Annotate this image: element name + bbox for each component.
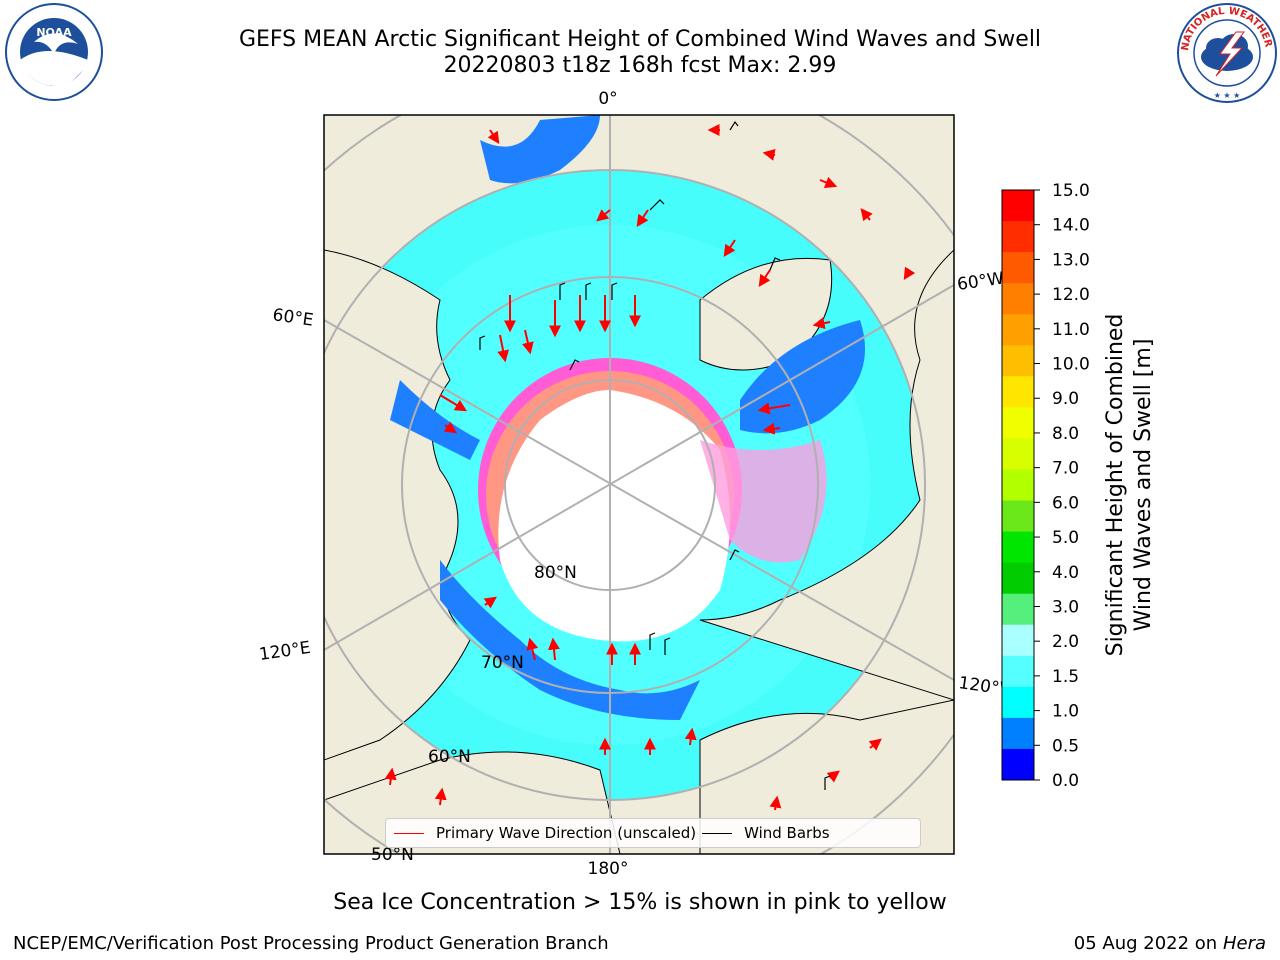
colorbar-bin bbox=[1002, 531, 1034, 564]
wave-direction-legend-line bbox=[394, 832, 424, 834]
colorbar-tick-label: 9.0 bbox=[1052, 389, 1079, 409]
sea-ice-note: Sea Ice Concentration > 15% is shown in … bbox=[333, 890, 947, 915]
colorbar-tick-label: 4.0 bbox=[1052, 563, 1079, 583]
map-frame bbox=[323, 114, 955, 855]
colorbar-tick-label: 11.0 bbox=[1052, 320, 1090, 340]
wind-barbs bbox=[479, 120, 831, 790]
colorbar-bin bbox=[1002, 562, 1034, 595]
credit-branch: NCEP/EMC/Verification Post Processing Pr… bbox=[13, 933, 609, 954]
colorbar-tick-label: 8.0 bbox=[1052, 424, 1079, 444]
colorbar-tick-label: 5.0 bbox=[1052, 528, 1079, 548]
map-subtitle: 20220803 t18z 168h fcst Max: 2.99 bbox=[443, 53, 837, 78]
colorbar-bin bbox=[1002, 500, 1034, 533]
colorbar-tick-label: 15.0 bbox=[1052, 181, 1090, 201]
colorbar-tick-label: 12.0 bbox=[1052, 285, 1090, 305]
colorbar-tick-label: 1.0 bbox=[1052, 702, 1079, 722]
map-legend: Primary Wave Direction (unscaled) Wind B… bbox=[385, 818, 921, 848]
colorbar-bin bbox=[1002, 376, 1034, 408]
colorbar-bin bbox=[1002, 686, 1034, 719]
colorbar-tick-label: 6.0 bbox=[1052, 493, 1079, 513]
graticule bbox=[324, 115, 954, 854]
colorbar-ticks: 15.0 14.0 13.0 12.0 11.0 10.0 9.0 8.0 7.0 6.0 5.0 4… bbox=[1034, 181, 1090, 790]
colorbar-tick-label: 14.0 bbox=[1052, 216, 1090, 236]
colorbar-bin bbox=[1002, 655, 1034, 688]
map-title: GEFS MEAN Arctic Significant Height of C… bbox=[238, 27, 1042, 52]
colorbar: 15.0 14.0 13.0 12.0 11.0 10.0 9.0 8.0 7.0 6.0 5.0 4… bbox=[1001, 181, 1156, 790]
lon-label-0: 0° bbox=[598, 89, 617, 109]
colorbar-bin bbox=[1002, 593, 1034, 626]
noaa-logo-icon: NOAA bbox=[5, 3, 103, 101]
colorbar-bins bbox=[1002, 190, 1034, 781]
colorbar-bin bbox=[1002, 624, 1034, 657]
land-greenland bbox=[699, 257, 833, 371]
colorbar-tick-label: 0.5 bbox=[1052, 736, 1079, 756]
lat-label-60: 60°N bbox=[428, 747, 471, 767]
land-north-america bbox=[699, 249, 954, 701]
colorbar-bin bbox=[1002, 283, 1034, 315]
colorbar-tick-label: 0.0 bbox=[1052, 771, 1079, 790]
wave-direction-legend-label: Primary Wave Direction (unscaled) bbox=[436, 824, 697, 842]
colorbar-frame bbox=[1001, 189, 1035, 781]
colorbar-tick-label: 7.0 bbox=[1052, 459, 1079, 479]
colorbar-bin bbox=[1002, 221, 1034, 253]
credit-host: Hera bbox=[1222, 933, 1266, 954]
wind-barb-legend-label: Wind Barbs bbox=[744, 824, 830, 842]
colorbar-tick-label: 1.5 bbox=[1052, 667, 1079, 687]
credit-date: 05 Aug 2022 on Hera bbox=[1074, 933, 1266, 954]
colorbar-bin bbox=[1002, 748, 1034, 781]
colorbar-bin bbox=[1002, 407, 1034, 439]
meridian-60 bbox=[324, 319, 954, 681]
colorbar-bin bbox=[1002, 345, 1034, 377]
lat-label-80: 80°N bbox=[534, 563, 577, 583]
svg-text:NOAA: NOAA bbox=[36, 26, 72, 39]
colorbar-bin bbox=[1002, 438, 1034, 470]
meridian-120 bbox=[324, 284, 954, 651]
colorbar-bin bbox=[1002, 469, 1034, 502]
nws-logo-icon: NATIONAL WEATHER SERVICE ★ ★ ★ bbox=[1176, 2, 1277, 103]
lon-label-180: 180° bbox=[588, 859, 629, 879]
colorbar-bin bbox=[1002, 252, 1034, 284]
colorbar-bin bbox=[1002, 190, 1034, 222]
colorbar-bin bbox=[1002, 314, 1034, 346]
wave-direction-arrows bbox=[384, 124, 916, 811]
colorbar-tick-label: 10.0 bbox=[1052, 355, 1090, 375]
colorbar-bin bbox=[1002, 717, 1034, 750]
lon-label-120e: 120°E bbox=[258, 638, 312, 665]
colorbar-tick-label: 13.0 bbox=[1052, 250, 1090, 270]
colorbar-label-line2: Wind Waves and Swell [m] bbox=[1131, 339, 1156, 632]
lon-label-60e: 60°E bbox=[271, 305, 314, 330]
lat-label-50: 50°N bbox=[371, 845, 414, 865]
svg-text:★ ★ ★: ★ ★ ★ bbox=[1214, 91, 1241, 100]
colorbar-tick-label: 2.0 bbox=[1052, 632, 1079, 652]
wind-barb-legend-line bbox=[702, 832, 733, 834]
colorbar-label-line1: Significant Height of Combined bbox=[1103, 314, 1128, 657]
credit-date-text: 05 Aug 2022 on bbox=[1073, 933, 1218, 954]
colorbar-tick-label: 3.0 bbox=[1052, 597, 1079, 617]
lat-label-70: 70°N bbox=[481, 653, 524, 673]
land-eurasia bbox=[324, 249, 471, 761]
